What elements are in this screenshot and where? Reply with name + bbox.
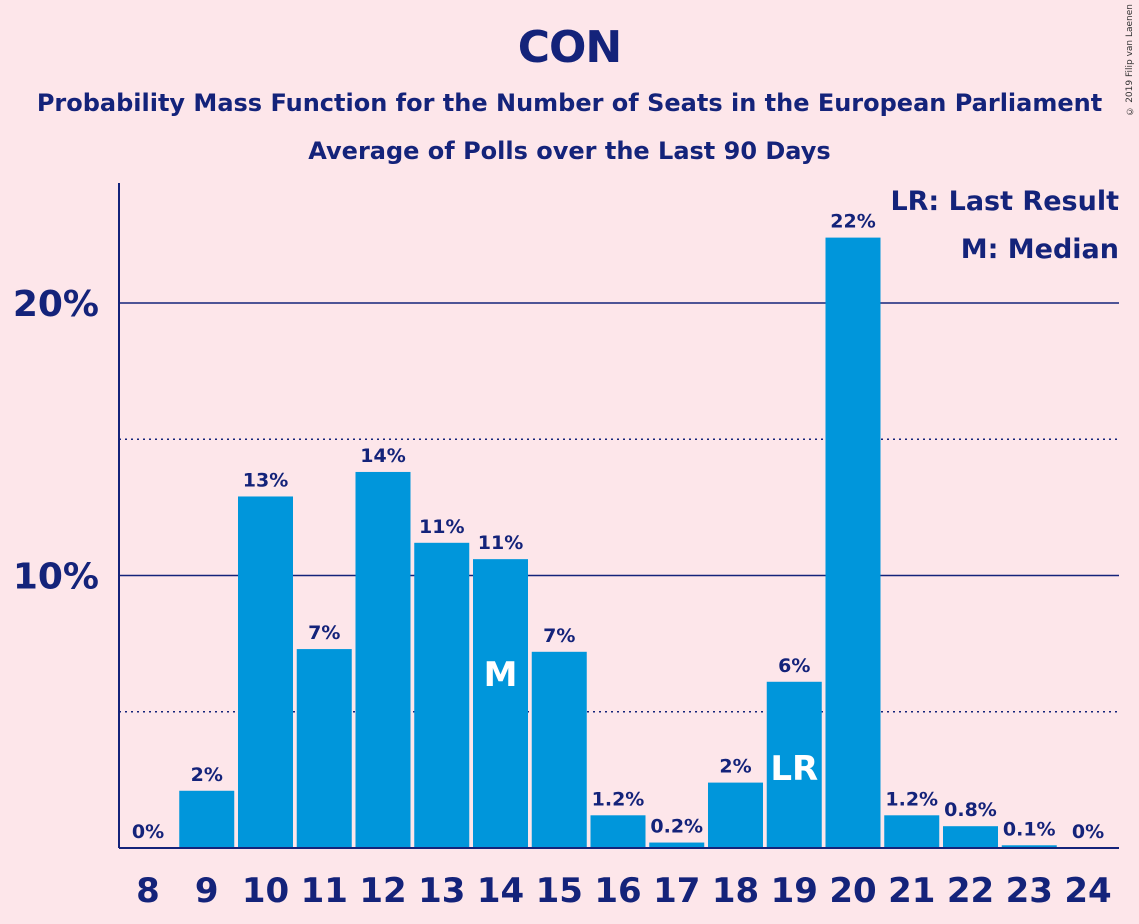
bar bbox=[943, 826, 998, 848]
median-marker: M bbox=[484, 655, 518, 695]
bar bbox=[473, 559, 528, 848]
x-tick-label: 13 bbox=[418, 871, 465, 911]
x-tick-label: 24 bbox=[1064, 871, 1111, 911]
x-tick-label: 21 bbox=[888, 871, 935, 911]
x-tick-label: 22 bbox=[947, 871, 994, 911]
bar bbox=[414, 542, 470, 848]
x-tick-label: 10 bbox=[242, 871, 289, 911]
x-tick-label: 12 bbox=[359, 871, 406, 911]
data-label: 2% bbox=[719, 756, 751, 778]
x-tick-label: 16 bbox=[594, 871, 641, 911]
data-label: 0.2% bbox=[650, 816, 703, 838]
data-label: 0% bbox=[132, 821, 164, 843]
data-label: 7% bbox=[308, 622, 340, 644]
bar bbox=[296, 649, 352, 848]
last-result-marker: LR bbox=[770, 749, 818, 789]
data-label: 14% bbox=[360, 445, 405, 467]
x-tick-label: 14 bbox=[477, 871, 524, 911]
data-label: 13% bbox=[243, 469, 288, 491]
x-tick-label: 23 bbox=[1006, 871, 1053, 911]
chart-title: CON bbox=[517, 22, 623, 73]
data-label: 0% bbox=[1072, 821, 1104, 843]
data-label: 0.1% bbox=[1003, 818, 1056, 840]
data-label: 1.2% bbox=[592, 788, 645, 810]
bar bbox=[649, 842, 705, 848]
bar bbox=[590, 815, 646, 848]
bar bbox=[884, 815, 940, 848]
data-label: 6% bbox=[778, 655, 810, 677]
bar bbox=[179, 790, 235, 848]
x-tick-label: 18 bbox=[712, 871, 759, 911]
y-tick-label: 20% bbox=[13, 284, 99, 325]
bar bbox=[531, 651, 587, 848]
legend-entry: LR: Last Result bbox=[890, 186, 1119, 217]
data-label: 0.8% bbox=[944, 799, 997, 821]
bar bbox=[355, 471, 411, 848]
data-label: 1.2% bbox=[885, 788, 938, 810]
data-label: 22% bbox=[830, 211, 875, 233]
y-tick-label: 10% bbox=[13, 557, 99, 598]
x-tick-label: 8 bbox=[136, 871, 160, 911]
data-label: 11% bbox=[478, 532, 523, 554]
bar bbox=[1001, 845, 1057, 848]
bar bbox=[825, 237, 881, 849]
x-tick-label: 15 bbox=[536, 871, 583, 911]
x-tick-label: 9 bbox=[195, 871, 219, 911]
x-tick-label: 19 bbox=[771, 871, 818, 911]
data-label: 11% bbox=[419, 516, 464, 538]
legend-entry: M: Median bbox=[961, 234, 1119, 265]
x-tick-label: 20 bbox=[829, 871, 876, 911]
data-label: 7% bbox=[543, 625, 575, 647]
chart-subtitle: Probability Mass Function for the Number… bbox=[36, 89, 1103, 117]
x-tick-label: 11 bbox=[301, 871, 348, 911]
bar bbox=[766, 681, 822, 848]
data-label: 2% bbox=[191, 764, 223, 786]
bar bbox=[708, 782, 763, 848]
bar bbox=[238, 496, 293, 848]
chart-subtitle-secondary: Average of Polls over the Last 90 Days bbox=[308, 137, 831, 165]
x-tick-label: 17 bbox=[653, 871, 700, 911]
